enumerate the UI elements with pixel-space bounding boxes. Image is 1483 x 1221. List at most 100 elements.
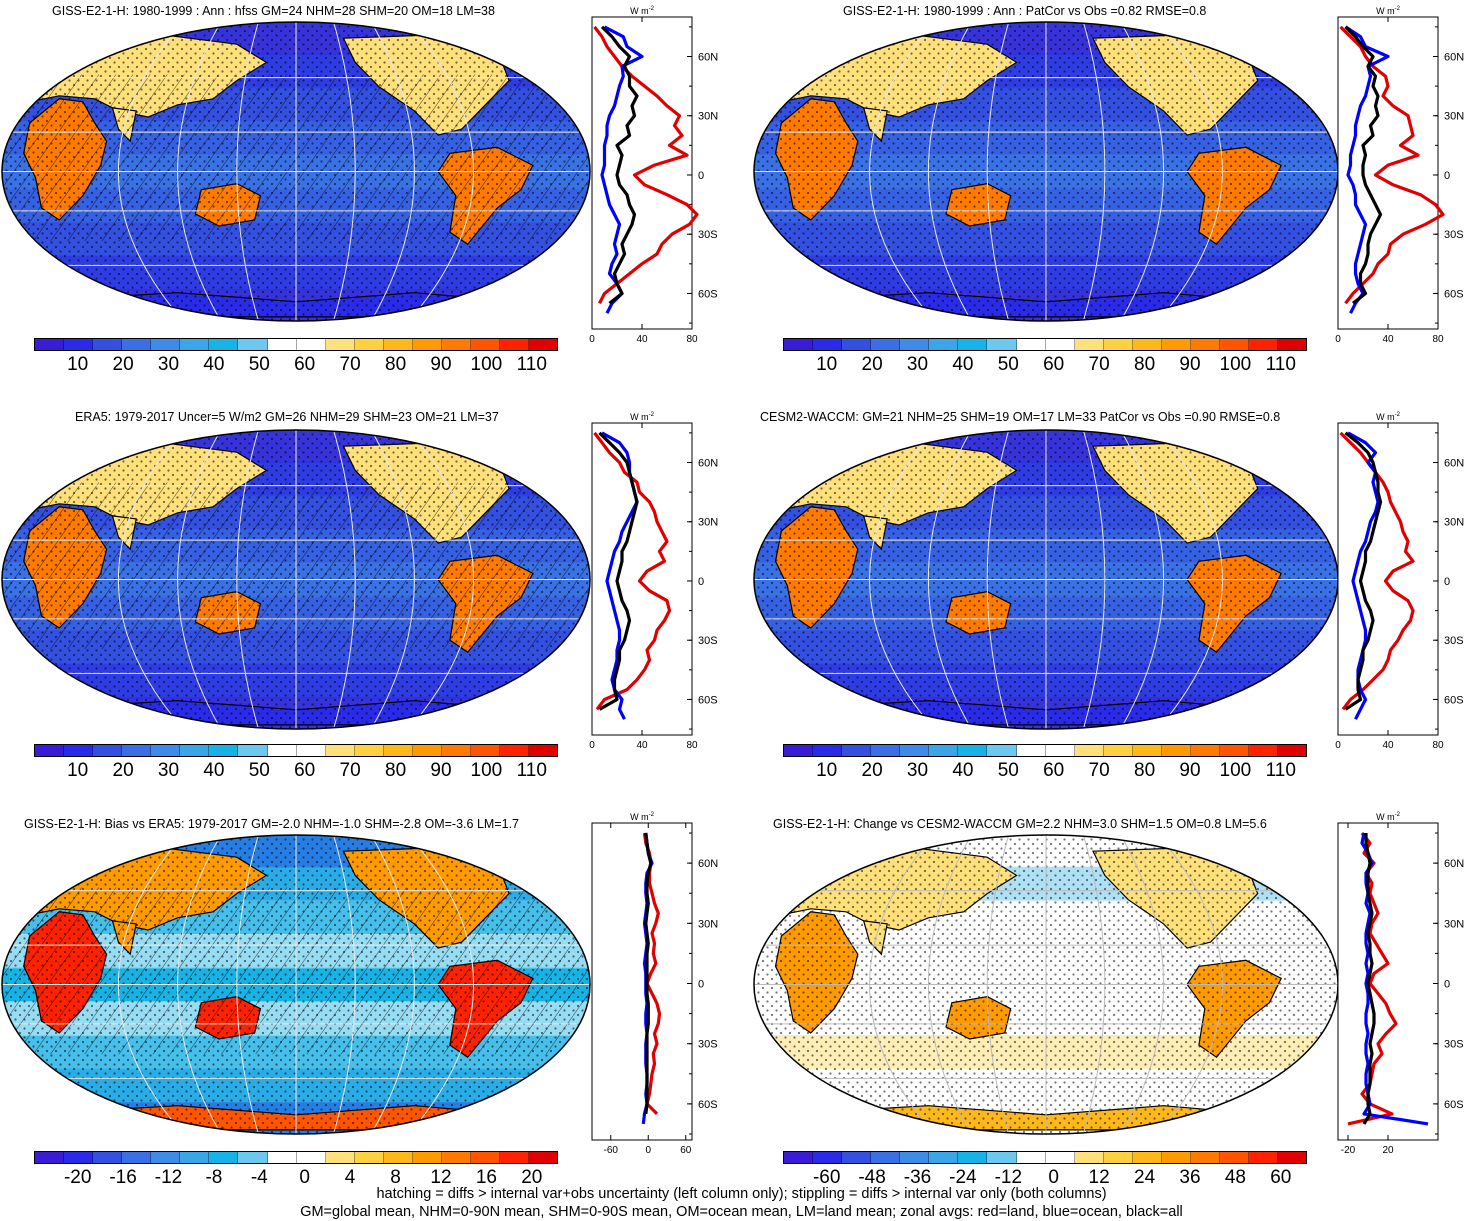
- colorbar-tick-label: 90: [1179, 354, 1201, 375]
- colorbar-swatch: [1132, 745, 1162, 756]
- colorbar-tick-label: 60: [1043, 354, 1065, 375]
- lat-tick-label: 60N: [1444, 858, 1464, 870]
- robinson-map: [753, 834, 1339, 1135]
- colorbar-swatch: [354, 1152, 384, 1163]
- lat-tick-label: 30N: [1444, 918, 1464, 930]
- colorbar-swatch: [412, 745, 442, 756]
- longitude-gridline: [369, 430, 415, 729]
- robinson-map: [753, 21, 1339, 322]
- longitude-gridline: [332, 22, 356, 321]
- colorbar-swatch: [470, 1152, 500, 1163]
- colorbar-tick-label: 40: [203, 760, 225, 781]
- colorbar-labels: -60 -48 -36 -24 -12 0 12 24 36 48 60: [783, 1167, 1307, 1189]
- colorbar-swatch: [958, 339, 988, 350]
- colorbar-swatch: [209, 339, 239, 350]
- longitude-gridline: [1155, 430, 1223, 729]
- zonal-series-ocean: [1360, 832, 1429, 1126]
- colorbar-tick-label: 10: [816, 354, 838, 375]
- colorbar-swatch: [238, 1152, 268, 1163]
- panel-title: ERA5: 1979-2017 Uncer=5 W/m2 GM=26 NHM=2…: [75, 410, 499, 424]
- longitude-gridline: [406, 430, 475, 729]
- footer-line-1: hatching = diffs > internal var+obs unce…: [376, 1186, 1107, 1202]
- lat-tick-label: 30N: [698, 517, 718, 529]
- colorbar-tick-label: -12: [994, 1167, 1023, 1188]
- longitude-gridline: [1119, 835, 1164, 1134]
- longitude-gridline: [1082, 835, 1106, 1134]
- x-tick-label: 80: [686, 740, 698, 751]
- zonal-series-all: [1344, 431, 1383, 711]
- colorbar-tick-label: 80: [1134, 354, 1156, 375]
- colorbar-tick-label: 50: [997, 760, 1019, 781]
- colorbar-tick-label: 80: [385, 354, 407, 375]
- colorbar-swatch: [267, 745, 297, 756]
- longitude-gridline: [177, 430, 223, 729]
- colorbar-swatch: [180, 339, 210, 350]
- colorbar-swatch: [929, 745, 959, 756]
- colorbar-labels: -20 -16 -12 -8 -4 0 4 8 12 16 20: [34, 1167, 558, 1189]
- colorbar-tick-label: 90: [430, 760, 452, 781]
- colorbar-tick-label: 20: [861, 760, 883, 781]
- zonal-unit-label: W m-2: [1376, 812, 1400, 822]
- map-outline: [1, 834, 591, 1135]
- colorbar: [34, 338, 558, 351]
- colorbar-tick-label: 80: [385, 760, 407, 781]
- zonal-series-all: [598, 431, 639, 711]
- colorbar-tick-label: 8: [390, 1167, 401, 1188]
- x-tick-label: 20: [1382, 1145, 1394, 1156]
- longitude-gridline: [406, 22, 475, 321]
- colorbar-swatch: [1132, 339, 1162, 350]
- longitude-gridline: [1082, 430, 1106, 729]
- colorbar-swatch: [1016, 1152, 1046, 1163]
- colorbar-swatch: [296, 1152, 326, 1163]
- longitude-gridline: [1119, 22, 1164, 321]
- colorbar-swatch: [842, 339, 872, 350]
- colorbar-swatch: [871, 339, 901, 350]
- lat-tick-label: 60S: [1444, 694, 1464, 706]
- zonal-series-all: [1344, 25, 1383, 305]
- colorbar-swatch: [784, 745, 814, 756]
- colorbar-swatch: [958, 1152, 988, 1163]
- zonal-series-land: [1339, 25, 1445, 305]
- colorbar-tick-label: -16: [109, 1167, 137, 1188]
- zonal-series-all: [600, 25, 639, 305]
- colorbar-swatch: [1074, 339, 1104, 350]
- colorbar: [783, 1151, 1307, 1164]
- zonal-series-land: [642, 832, 662, 1116]
- lat-tick-label: 30S: [698, 229, 718, 241]
- zonal-unit-label: W m-2: [630, 812, 654, 822]
- zonal-unit-label: W m-2: [630, 6, 654, 16]
- lat-tick-label: 60N: [1444, 457, 1464, 469]
- x-tick-label: 40: [636, 334, 648, 345]
- colorbar-swatch: [871, 1152, 901, 1163]
- colorbar-swatch: [1190, 1152, 1220, 1163]
- colorbar-tick-label: 70: [1088, 354, 1110, 375]
- colorbar-swatch: [871, 745, 901, 756]
- lat-tick-label: 60N: [698, 858, 718, 870]
- longitude-gridline: [369, 835, 415, 1134]
- colorbar-swatch: [842, 745, 872, 756]
- colorbar-swatch: [383, 745, 413, 756]
- colorbar-swatch: [1249, 745, 1279, 756]
- colorbar-tick-label: 110: [516, 354, 547, 375]
- longitude-gridline: [406, 835, 475, 1134]
- x-tick-label: -60: [604, 1145, 619, 1156]
- colorbar-swatch: [958, 745, 988, 756]
- colorbar-swatch: [35, 745, 65, 756]
- colorbar-swatch: [151, 339, 181, 350]
- longitude-gridline: [177, 835, 223, 1134]
- colorbar-swatch: [1103, 339, 1133, 350]
- lat-tick-label: 30S: [698, 635, 718, 647]
- lat-tick-label: 60N: [1444, 51, 1464, 63]
- colorbar-swatch: [1016, 339, 1046, 350]
- lat-tick-label: 0: [1444, 170, 1450, 182]
- lat-tick-label: 0: [698, 170, 704, 182]
- longitude-gridline: [236, 835, 260, 1134]
- colorbar-tick-label: 20: [112, 760, 134, 781]
- colorbar-swatch: [325, 1152, 355, 1163]
- colorbar-tick-label: 70: [1088, 760, 1110, 781]
- colorbar-tick-label: 48: [1224, 1167, 1246, 1188]
- colorbar-tick-label: 24: [1134, 1167, 1156, 1188]
- colorbar-swatch: [180, 745, 210, 756]
- colorbar-swatch: [267, 339, 297, 350]
- colorbar-swatch: [1016, 745, 1046, 756]
